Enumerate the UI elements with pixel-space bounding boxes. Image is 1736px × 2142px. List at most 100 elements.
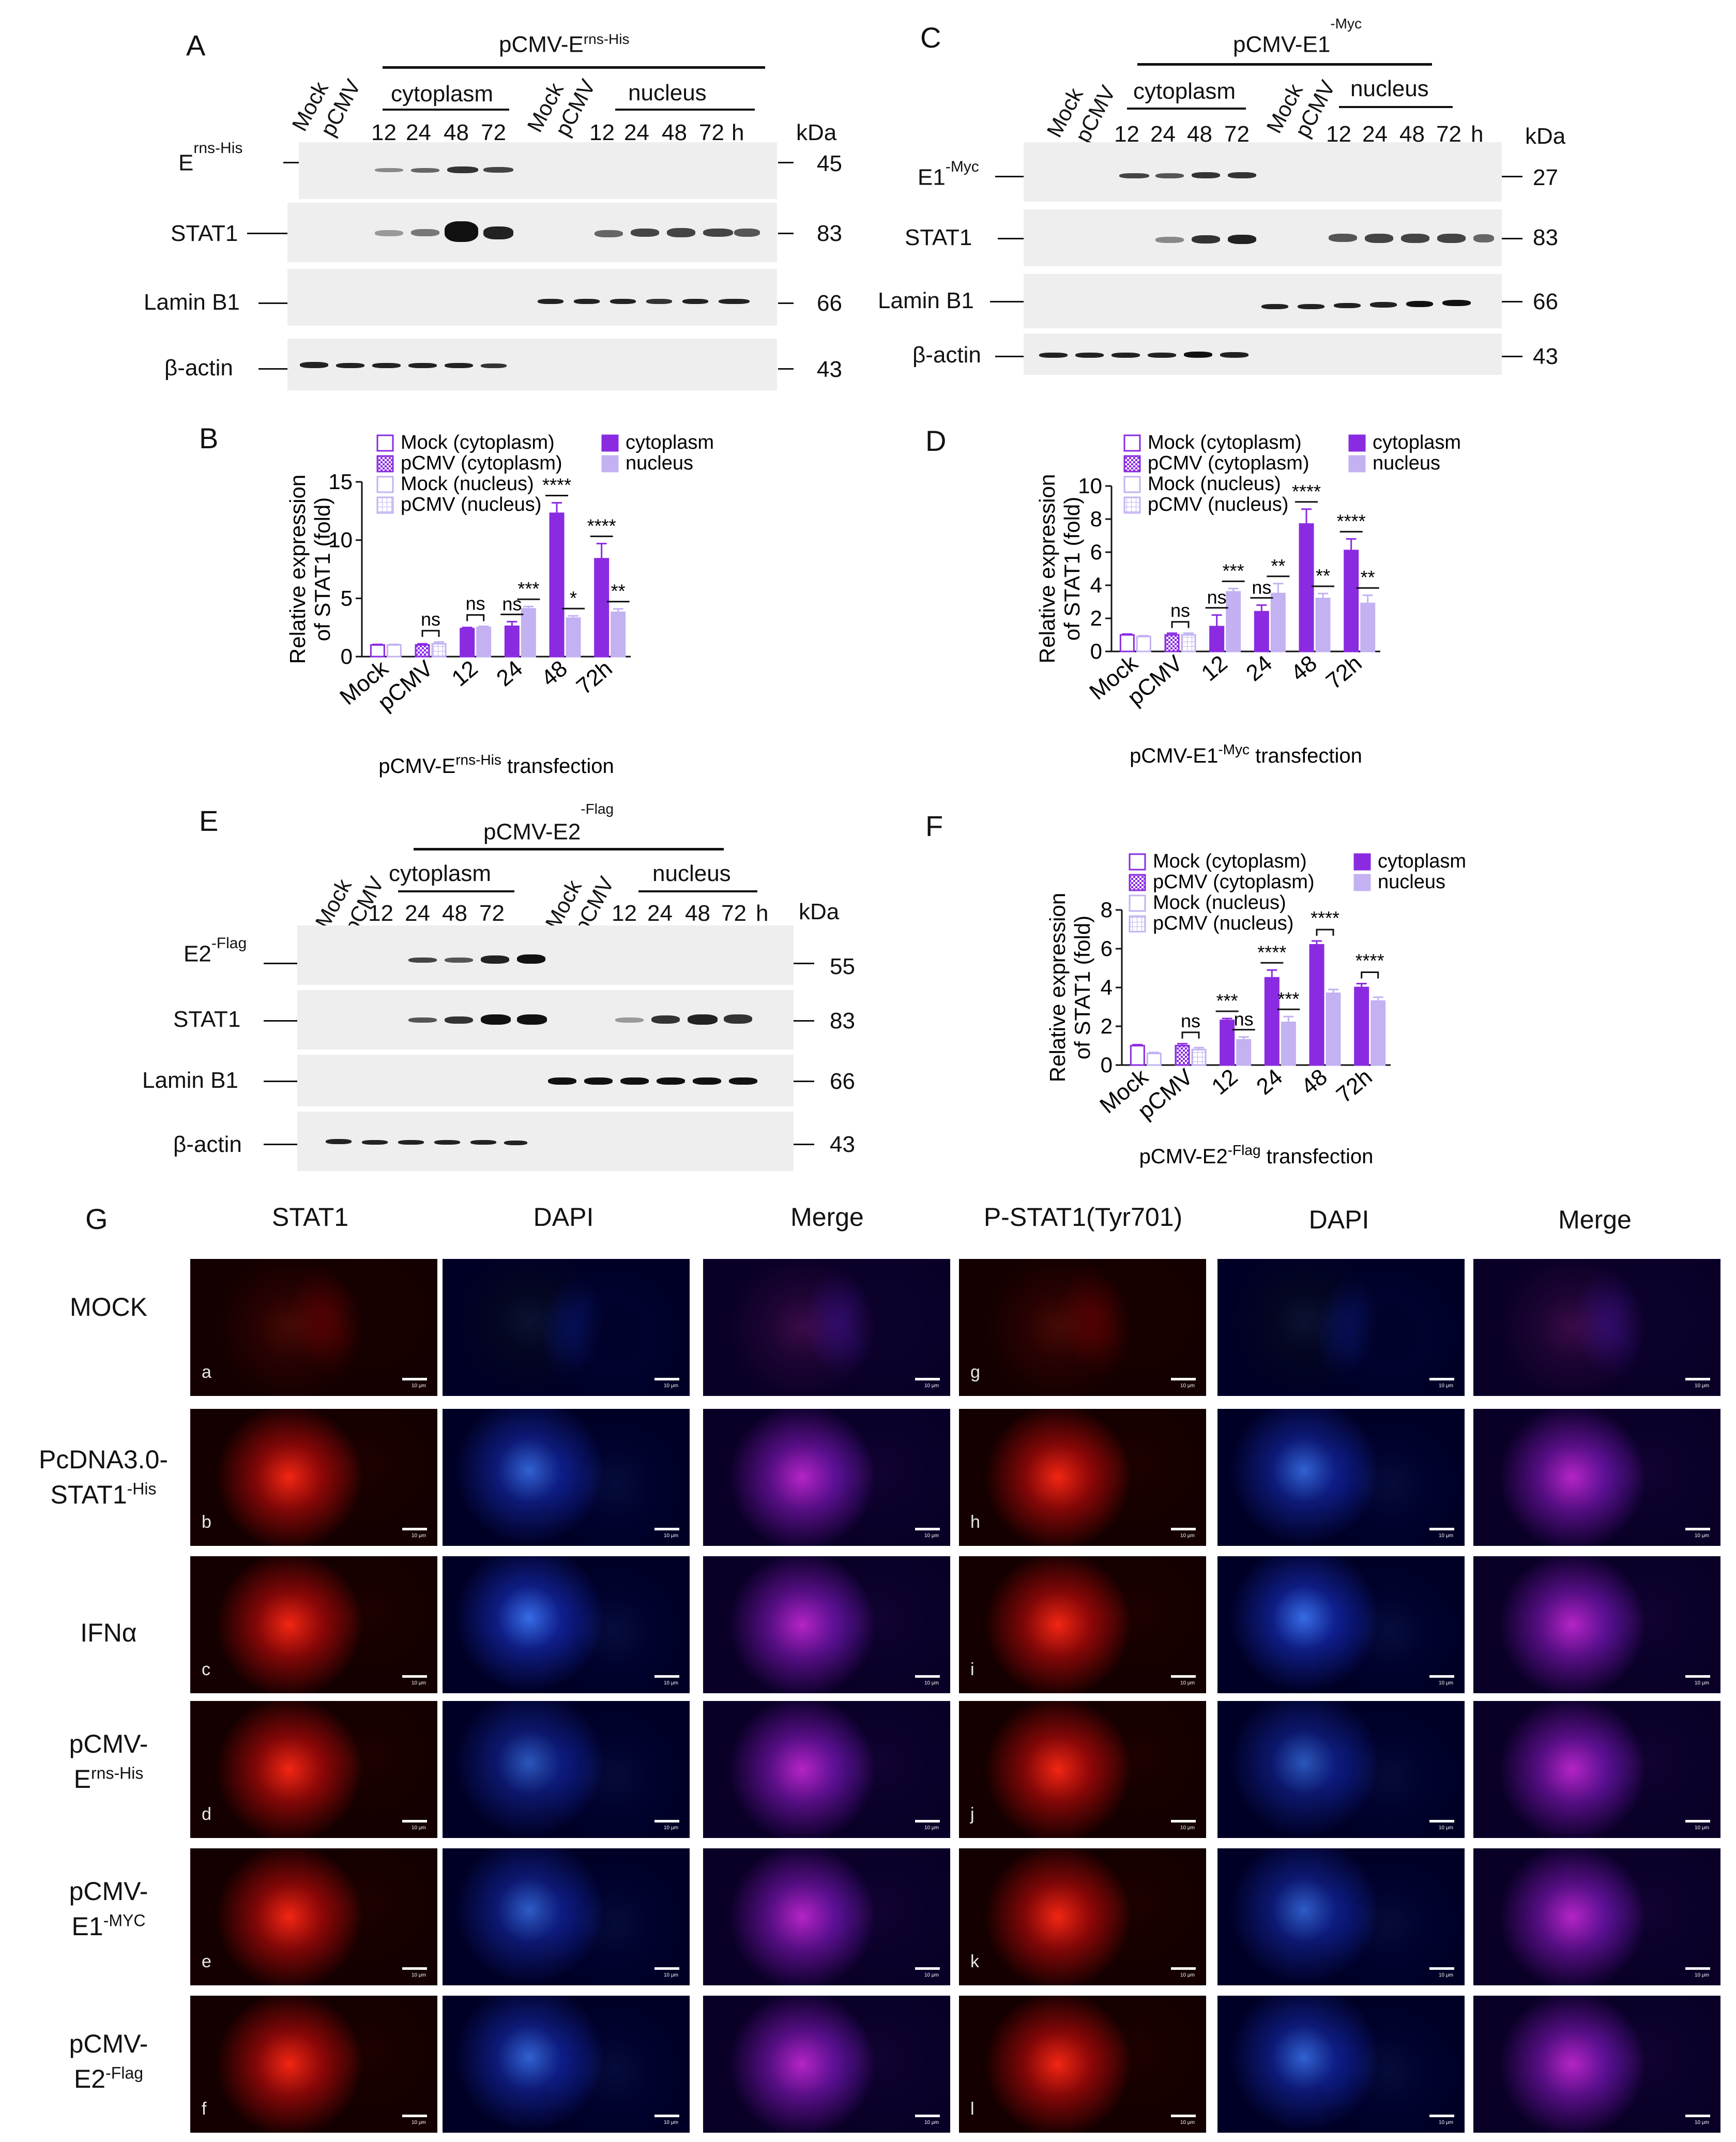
bar-cytoplasm-pCMV (415, 644, 430, 658)
bar-nucleus-24 (521, 608, 536, 658)
legend-swatch-mock_cyto (376, 434, 394, 452)
scale-bar (1171, 1820, 1196, 1822)
x-tick-label: 24 (1241, 650, 1277, 686)
micrograph-r6-c5: 10 μm (1217, 1996, 1465, 2133)
time-12-nuc: 12 (612, 901, 637, 926)
scale-bar (915, 1820, 940, 1822)
scale-bar-label: 10 μm (664, 1972, 678, 1978)
chart-b: Mock (cytoplasm)pCMV (cytoplasm)Mock (nu… (285, 432, 714, 778)
sig-label: ns (502, 593, 522, 614)
time-12: 12 (1114, 121, 1139, 147)
time-48: 48 (1187, 121, 1212, 147)
sig-bracket (421, 630, 440, 637)
kda-label: kDa (799, 899, 840, 924)
sig-bracket (1316, 929, 1334, 936)
scale-bar (1429, 1378, 1454, 1380)
legend-label-mock_cyto: Mock (cytoplasm) (401, 432, 555, 453)
time-24: 24 (406, 120, 431, 145)
legend-swatch-mock_nuc (376, 476, 394, 493)
bar-nucleus-pCMV (1181, 634, 1196, 652)
row-label-erns: Erns-His (178, 141, 242, 175)
micrograph-r2-c4: h 10 μm (959, 1409, 1206, 1546)
sig-label: ns (1234, 1009, 1254, 1030)
y-axis-label-1: Relative expression (1035, 474, 1059, 664)
time-48-nuc: 48 (1399, 121, 1425, 147)
legend-label-mock_nuc: Mock (nucleus) (1148, 473, 1281, 495)
scale-bar (1171, 1378, 1196, 1380)
time-72: 72 (481, 120, 506, 145)
bar-cytoplasm-Mock (370, 644, 385, 658)
scale-bar-label: 10 μm (1180, 1825, 1195, 1831)
cytoplasm-label: cytoplasm (389, 861, 492, 886)
micrograph-letter: f (202, 2099, 207, 2119)
sig-label: * (570, 587, 577, 609)
row-line2: E (73, 1764, 92, 1794)
micrograph-letter: d (202, 1804, 211, 1824)
panel-f-label: F (925, 810, 943, 842)
bar-nucleus-72h (1370, 1000, 1386, 1066)
bar-nucleus-48 (1315, 598, 1331, 652)
scale-bar-label: 10 μm (1180, 2120, 1195, 2125)
scale-bar-label: 10 μm (1180, 1680, 1195, 1686)
construct-sup: -Myc (1330, 16, 1362, 32)
time-24-nuc: 24 (1362, 121, 1388, 147)
micrograph-letter: j (970, 1804, 974, 1824)
bar-cytoplasm-pCMV (1175, 1045, 1190, 1066)
time-h: h (756, 901, 769, 926)
micrograph-r3-c4: i 10 μm (959, 1556, 1206, 1693)
micrograph-r1-c4: g 10 μm (959, 1259, 1206, 1396)
panel-c-construct: pCMV-E1-Myc (1233, 17, 1362, 56)
micrograph-r1-c2: 10 μm (443, 1259, 690, 1396)
row-label-pcdna: PcDNA3.0- STAT1-His (10, 1442, 196, 1512)
scale-bar (1685, 1528, 1710, 1530)
x-tick-label: 48 (1297, 1064, 1332, 1100)
x-axis-title: pCMV-Erns-His transfection (378, 752, 614, 778)
scale-bar-label: 10 μm (924, 1825, 939, 1831)
legend-label-mock_cyto: Mock (cytoplasm) (1153, 850, 1307, 872)
bar-nucleus-Mock (386, 644, 402, 658)
time-h: h (1471, 121, 1484, 147)
scale-bar (1171, 2115, 1196, 2117)
row-sup: -Myc (945, 158, 979, 175)
micrograph-r6-c6: 10 μm (1473, 1996, 1720, 2133)
row-label-e1: pCMV- E1-MYC (21, 1874, 196, 1944)
scale-bar-label: 10 μm (1695, 2120, 1709, 2125)
bar-nucleus-72h (1360, 602, 1376, 652)
legend-swatch-pcmv_cyto (1129, 874, 1146, 891)
scale-bar-label: 10 μm (1180, 1383, 1195, 1389)
legend-label-cytoplasm: cytoplasm (1378, 850, 1466, 872)
x-tick-label: 12 (1207, 1064, 1242, 1100)
sig-label: **** (1356, 950, 1384, 971)
legend-label-cytoplasm: cytoplasm (1373, 432, 1461, 453)
bar-nucleus-24 (1281, 1022, 1296, 1066)
bar-nucleus-12 (476, 627, 492, 658)
sig-label: *** (1277, 988, 1299, 1009)
sig-label: ** (1361, 567, 1375, 588)
micrograph-r5-c2: 10 μm (443, 1848, 690, 1985)
legend-label-pcmv_nuc: pCMV (nucleus) (401, 494, 541, 515)
micrograph-r5-c6: 10 μm (1473, 1848, 1720, 1985)
panel-g-label: G (85, 1203, 108, 1235)
scale-bar (654, 1675, 679, 1678)
x-tick-label: 72h (1332, 1064, 1377, 1108)
scale-bar (654, 1528, 679, 1530)
scale-bar-label: 10 μm (924, 1533, 939, 1539)
y-tick-label: 4 (1101, 975, 1113, 999)
legend-label-mock_nuc: Mock (nucleus) (401, 473, 534, 495)
bar-cytoplasm-72h (594, 558, 610, 658)
time-48-nuc: 48 (662, 120, 687, 145)
blot-bactin (287, 339, 777, 390)
legend-swatch-pcmv_cyto (1123, 455, 1141, 473)
micrograph-r2-c3: 10 μm (703, 1409, 950, 1546)
construct-bar (383, 66, 765, 69)
bar-cytoplasm-Mock (1130, 1045, 1145, 1066)
row-label-laminb1: Lamin B1 (144, 290, 240, 315)
y-tick-label: 8 (1101, 898, 1113, 922)
mw-83: 83 (817, 221, 842, 246)
x-tick-label: 48 (537, 656, 572, 691)
chart-f: Mock (cytoplasm)pCMV (cytoplasm)Mock (nu… (1045, 850, 1466, 1168)
row-line2: E2 (73, 2064, 106, 2093)
x-tick-label: 24 (492, 656, 527, 691)
bar-cytoplasm-Mock (1119, 634, 1135, 652)
y-axis-label-2: of STAT1 (fold) (310, 497, 334, 642)
